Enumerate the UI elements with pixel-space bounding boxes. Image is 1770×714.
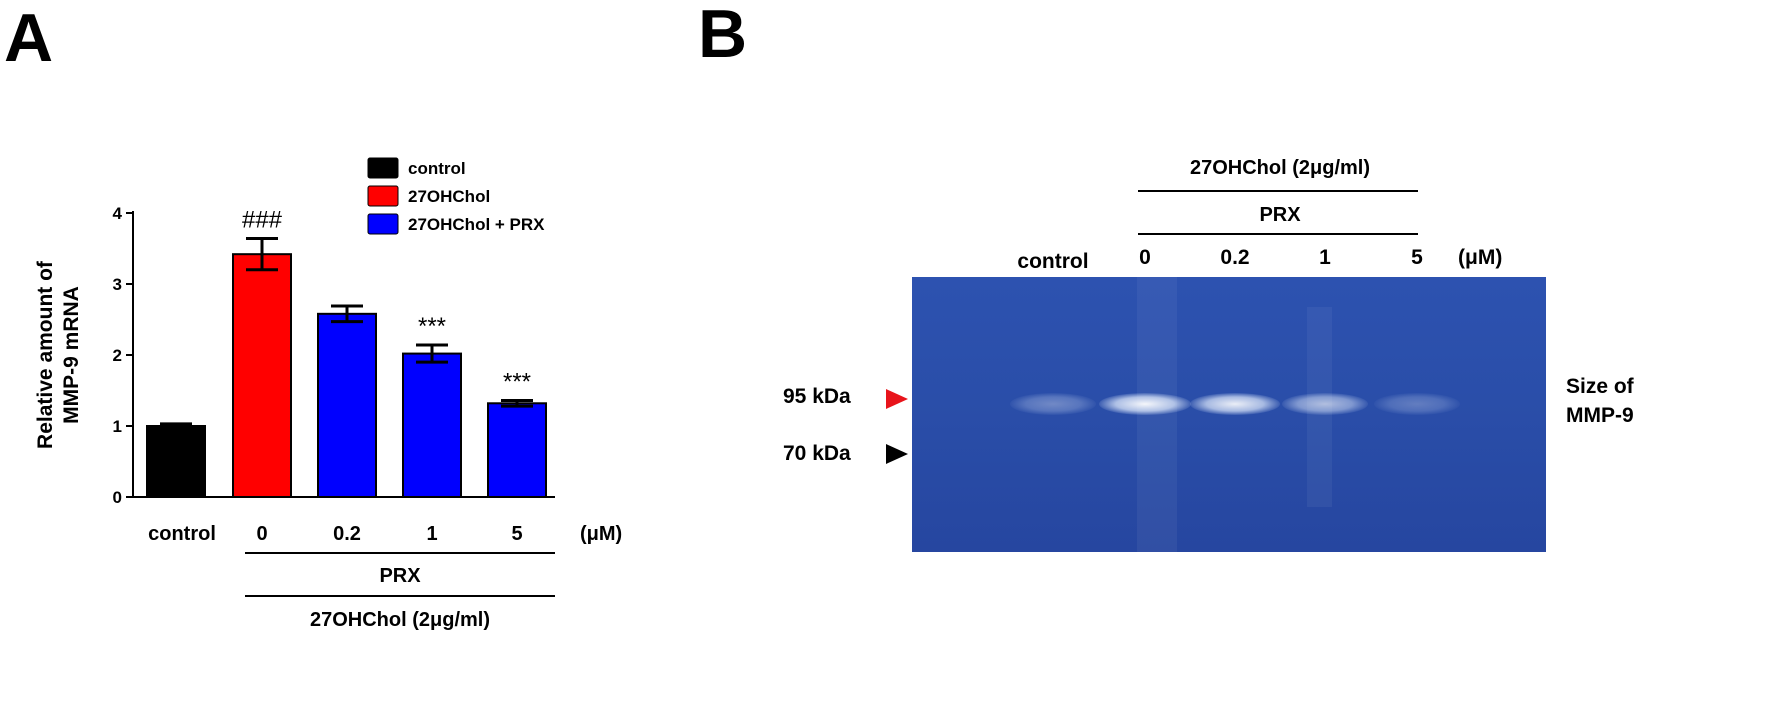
y-tick-label: 0 (113, 488, 122, 507)
panel-b-letter: B (698, 0, 748, 72)
bar-0 (232, 253, 292, 498)
legend-swatch-1 (367, 185, 399, 207)
marker-95-kda-arrow-icon (886, 389, 908, 409)
significance-annotation: *** (503, 368, 531, 395)
marker-70-kda-label: 70 kDa (783, 442, 851, 465)
x-tick-label-0: 0 (256, 523, 267, 545)
gel-header-line-2 (1138, 233, 1418, 235)
gel-lane-label-0: 0 (1139, 246, 1151, 269)
marker-95-kda-label: 95 kDa (783, 385, 851, 408)
group-label-prx: PRX (379, 565, 421, 587)
legend-swatch-2 (367, 213, 399, 235)
panel-a-letter: A (4, 0, 54, 76)
gel-header-prx: PRX (1259, 204, 1301, 226)
marker-70-kda-arrow-icon (886, 444, 908, 464)
bar-0.2 (317, 312, 377, 498)
legend-label-2: 27OHChol + PRX (408, 215, 545, 234)
zymography-gel (912, 277, 1546, 552)
x-tick-label-control: control (148, 523, 216, 545)
mmp9-size-label-line-1: Size of (1566, 375, 1634, 398)
gel-lane-label-5: 5 (1411, 246, 1423, 269)
y-tick-label: 2 (113, 346, 122, 365)
gel-header-treatment: 27OHChol (2μg/ml) (1189, 157, 1371, 179)
x-tick-label-0.2: 0.2 (333, 523, 361, 545)
gel-band-1 (1282, 393, 1368, 415)
gel-band-5 (1374, 393, 1460, 415)
y-axis-label-line-2: MMP-9 mRNA (60, 286, 83, 424)
legend-label-1: 27OHChol (408, 187, 490, 206)
gel-unit-label: (μM) (1458, 246, 1503, 269)
gel-header-line-1 (1138, 190, 1418, 192)
significance-annotation: ### (242, 207, 283, 234)
gel-band-0 (1099, 393, 1191, 415)
legend-label-0: control (408, 159, 466, 178)
gel-band-control (1010, 393, 1096, 415)
significance-annotation: *** (418, 313, 446, 340)
mmp9-mrna-bar-chart: 0 1 2 3 4 Relative amount of MMP-9 mRNA control… (34, 157, 622, 631)
bar-1 (402, 352, 462, 498)
bar-5 (487, 402, 547, 498)
bar-control (146, 425, 206, 498)
y-tick-label: 4 (113, 204, 123, 223)
mmp9-size-label-line-2: MMP-9 (1566, 404, 1634, 427)
x-tick-label-1: 1 (426, 523, 437, 545)
x-unit-label: (μM) (580, 523, 622, 545)
legend-swatch-0 (367, 157, 399, 179)
gel-band-0.2 (1190, 393, 1280, 415)
x-tick-label-5: 5 (511, 523, 522, 545)
y-axis-label-line-1: Relative amount of (34, 260, 57, 449)
gel-lane-label-control: control (1017, 250, 1089, 273)
y-tick-label: 3 (113, 275, 122, 294)
gel-lane-label-0.2: 0.2 (1220, 246, 1250, 269)
gel-lane-label-1: 1 (1319, 246, 1331, 269)
group-label-treatment: 27OHChol (2μg/ml) (310, 609, 490, 631)
y-tick-label: 1 (113, 417, 122, 436)
